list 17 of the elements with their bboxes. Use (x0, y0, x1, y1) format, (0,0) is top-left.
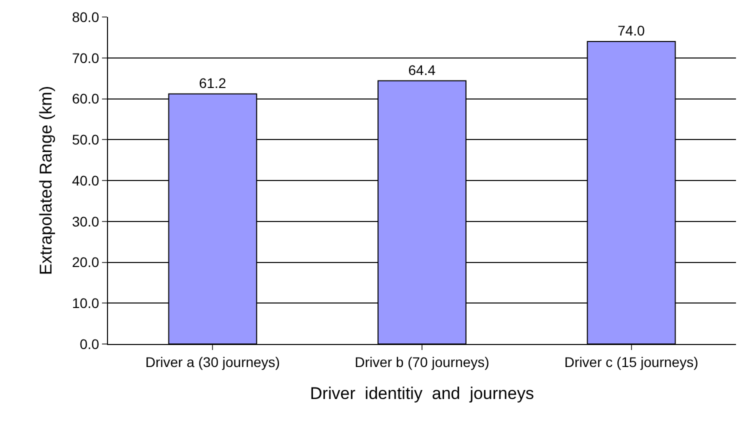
y-tick-label: 50.0 (72, 132, 100, 148)
data-label: 61.2 (198, 74, 226, 91)
y-tick-label: 80.0 (72, 8, 100, 25)
data-label: 74.0 (618, 22, 646, 39)
y-tick-label: 10.0 (72, 295, 100, 312)
x-tick-label: Driver c (15 journeys) (564, 354, 698, 370)
x-tick-label: Driver a (30 journeys) (145, 354, 280, 370)
y-tick-label: 60.0 (72, 90, 100, 107)
y-tick-label: 0.0 (80, 336, 100, 352)
y-tick-label: 70.0 (72, 50, 100, 66)
x-axis-title: Driver identitiy and journeys (310, 384, 534, 404)
y-tick-label: 30.0 (72, 213, 100, 230)
y-tick-label: 20.0 (72, 254, 100, 270)
y-axis-title: Extrapolated Range (km) (36, 86, 56, 275)
data-label: 64.4 (408, 62, 436, 78)
y-tick-label: 40.0 (72, 172, 100, 188)
x-tick-label: Driver b (70 journeys) (354, 354, 490, 370)
